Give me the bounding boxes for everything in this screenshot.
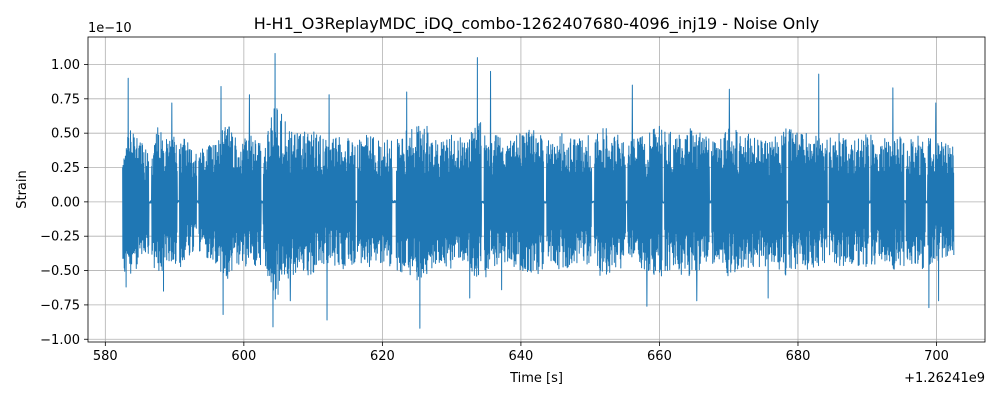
series-layer: [122, 52, 955, 329]
y-tick-label: −0.25: [40, 230, 80, 245]
y-tick-label: 1.00: [51, 58, 80, 73]
x-tick-label: 700: [924, 349, 949, 364]
strain-series-line: [122, 52, 955, 329]
x-axis-label: Time [s]: [509, 371, 563, 386]
plot-frame: [87, 36, 986, 343]
y-tick-label: −1.00: [40, 333, 80, 348]
x-axis-offset: +1.26241e9: [904, 371, 985, 386]
x-axis-ticks: 580 600 620 640 660 680 700: [93, 342, 949, 364]
y-tick-label: 0.50: [51, 127, 80, 142]
x-tick-label: 600: [231, 349, 256, 364]
x-tick-label: 620: [370, 349, 395, 364]
y-axis-ticks: −1.00 −0.75 −0.50 −0.25 0.00 0.25 0.50 0.75 1.00: [40, 58, 88, 348]
y-tick-label: −0.75: [40, 298, 80, 313]
y-tick-label: 0.25: [51, 161, 80, 176]
x-tick-label: 640: [509, 349, 534, 364]
chart-title: H-H1_O3ReplayMDC_iDQ_combo-1262407680-40…: [254, 14, 820, 34]
x-tick-label: 680: [786, 349, 811, 364]
x-tick-label: 660: [647, 349, 672, 364]
x-tick-label: 580: [93, 349, 118, 364]
y-axis-multiplier: 1e−10: [88, 21, 132, 36]
y-tick-label: 0.75: [51, 92, 80, 107]
y-tick-label: −0.50: [40, 264, 80, 279]
y-tick-label: 0.00: [51, 195, 80, 210]
y-axis-label: Strain: [15, 170, 30, 209]
